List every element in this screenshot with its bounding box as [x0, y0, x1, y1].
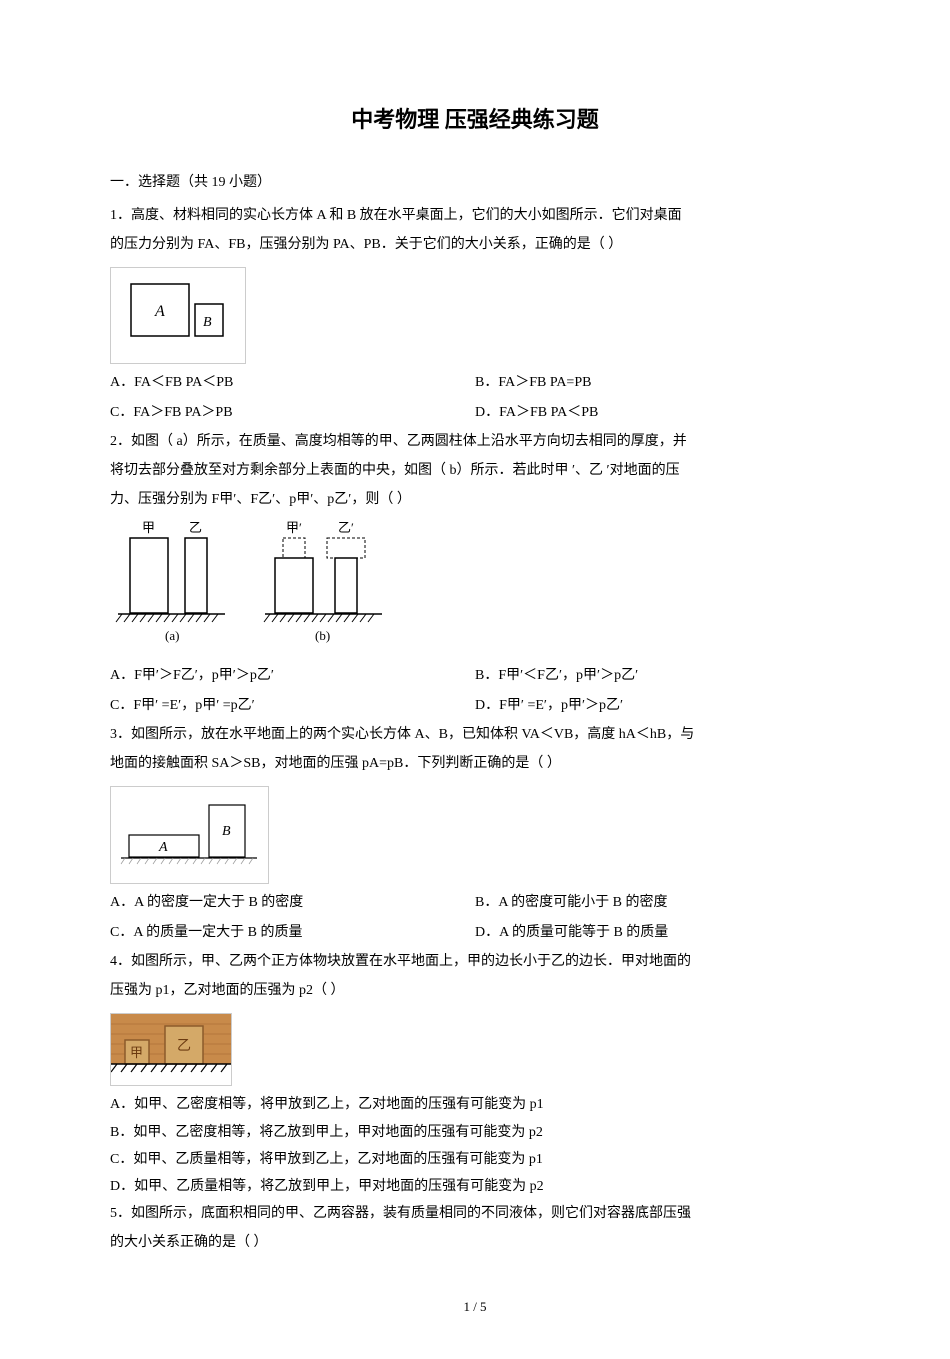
- svg-text:乙: 乙: [189, 520, 202, 535]
- q5-line2: 的大小关系正确的是（ ）: [110, 1230, 840, 1255]
- q2-options-row2: C．F甲′ =E′，p甲′ =p乙′ D．F甲′ =E′，p甲′＞p乙′: [110, 693, 840, 718]
- q4-line1: 4．如图所示，甲、乙两个正方体物块放置在水平地面上，甲的边长小于乙的边长．甲对地…: [110, 949, 840, 974]
- q5-line1: 5．如图所示，底面积相同的甲、乙两容器，装有质量相同的不同液体，则它们对容器底部…: [110, 1201, 840, 1226]
- svg-text:甲: 甲: [130, 1045, 143, 1060]
- q3-opt-b: B．A 的密度可能小于 B 的密度: [475, 890, 840, 915]
- q1-opt-d: D．FA＞FB PA＜PB: [475, 400, 840, 425]
- q3-line1: 3．如图所示，放在水平地面上的两个实心长方体 A、B，已知体积 VA＜VB，高度…: [110, 722, 840, 747]
- page-number: 1 / 5: [110, 1295, 840, 1318]
- svg-text:B: B: [203, 315, 212, 330]
- q2-line2: 将切去部分叠放至对方剩余部分上表面的中央，如图（ b）所示．若此时甲 ′、乙 ′…: [110, 458, 840, 483]
- svg-text:B: B: [222, 824, 231, 839]
- q3-opt-d: D．A 的质量可能等于 B 的质量: [475, 920, 840, 945]
- svg-text:乙: 乙: [177, 1038, 191, 1054]
- q3-options-row2: C．A 的质量一定大于 B 的质量 D．A 的质量可能等于 B 的质量: [110, 920, 840, 945]
- q2-opt-c: C．F甲′ =E′，p甲′ =p乙′: [110, 693, 475, 718]
- two-rects-svg: A B: [117, 793, 262, 868]
- q4-opt-b: B．如甲、乙密度相等，将乙放到甲上，甲对地面的压强有可能变为 p2: [110, 1120, 840, 1145]
- q2-caption-a: (a): [165, 628, 179, 643]
- q1-figure: A B: [110, 267, 246, 364]
- cylinders-svg: 甲 乙 (a) 甲′ 乙′: [110, 518, 430, 648]
- q4-opt-c: C．如甲、乙质量相等，将甲放到乙上，乙对地面的压强有可能变为 p1: [110, 1147, 840, 1172]
- q1-opt-b: B．FA＞FB PA=PB: [475, 370, 840, 395]
- q3-opt-a: A．A 的密度一定大于 B 的密度: [110, 890, 475, 915]
- q3-options-row1: A．A 的密度一定大于 B 的密度 B．A 的密度可能小于 B 的密度: [110, 890, 840, 915]
- q2-opt-a: A．F甲′＞F乙′，p甲′＞p乙′: [110, 663, 475, 688]
- q2-options-row1: A．F甲′＞F乙′，p甲′＞p乙′ B．F甲′＜F乙′，p甲′＞p乙′: [110, 663, 840, 688]
- q1-options-row2: C．FA＞FB PA＞PB D．FA＞FB PA＜PB: [110, 400, 840, 425]
- q2-figure: 甲 乙 (a) 甲′ 乙′: [110, 518, 840, 657]
- svg-text:甲: 甲: [142, 520, 155, 535]
- q2-opt-d: D．F甲′ =E′，p甲′＞p乙′: [475, 693, 840, 718]
- q1-opt-c: C．FA＞FB PA＞PB: [110, 400, 475, 425]
- q2-line3: 力、压强分别为 F甲′、F乙′、p甲′、p乙′，则（ ）: [110, 487, 840, 512]
- svg-text:A: A: [158, 840, 168, 855]
- q1-opt-a: A．FA＜FB PA＜PB: [110, 370, 475, 395]
- q2-opt-b: B．F甲′＜F乙′，p甲′＞p乙′: [475, 663, 840, 688]
- svg-text:甲′: 甲′: [286, 520, 302, 535]
- svg-text:A: A: [154, 303, 165, 320]
- q3-figure: A B: [110, 786, 269, 884]
- q2-line1: 2．如图（ a）所示，在质量、高度均相等的甲、乙两圆柱体上沿水平方向切去相同的厚…: [110, 429, 840, 454]
- q3-line2: 地面的接触面积 SA＞SB，对地面的压强 pA=pB．下列判断正确的是（ ）: [110, 751, 840, 776]
- q4-options: A．如甲、乙密度相等，将甲放到乙上，乙对地面的压强有可能变为 p1 B．如甲、乙…: [110, 1092, 840, 1199]
- q4-figure: 甲 乙: [110, 1013, 232, 1086]
- section-header: 一．选择题（共 19 小题）: [110, 170, 840, 195]
- cubes-svg: 甲 乙: [111, 1014, 231, 1076]
- document-title: 中考物理 压强经典练习题: [110, 100, 840, 140]
- q4-line2: 压强为 p1，乙对地面的压强为 p2（ ）: [110, 978, 840, 1003]
- q3-opt-c: C．A 的质量一定大于 B 的质量: [110, 920, 475, 945]
- q1-line2: 的压力分别为 FA、FB，压强分别为 PA、PB．关于它们的大小关系，正确的是（…: [110, 232, 840, 257]
- svg-text:乙′: 乙′: [338, 520, 354, 535]
- q1-line1: 1．高度、材料相同的实心长方体 A 和 B 放在水平桌面上，它们的大小如图所示．…: [110, 203, 840, 228]
- blocks-svg: A B: [123, 276, 233, 346]
- q1-options-row1: A．FA＜FB PA＜PB B．FA＞FB PA=PB: [110, 370, 840, 395]
- q4-opt-a: A．如甲、乙密度相等，将甲放到乙上，乙对地面的压强有可能变为 p1: [110, 1092, 840, 1117]
- q2-caption-b: (b): [315, 628, 330, 643]
- q4-opt-d: D．如甲、乙质量相等，将乙放到甲上，甲对地面的压强有可能变为 p2: [110, 1174, 840, 1199]
